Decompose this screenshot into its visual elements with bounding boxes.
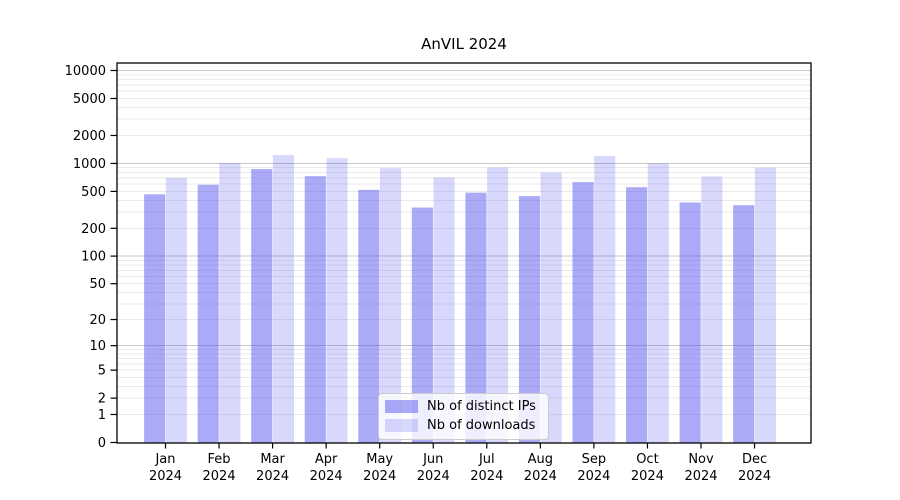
chart-title: AnVIL 2024 <box>421 35 507 53</box>
x-tick-label: Jul 2024 <box>470 452 503 484</box>
legend: Nb of distinct IPs Nb of downloads <box>378 393 549 440</box>
x-tick-labels: Jan 2024 Feb 2024 Mar 2024 Apr 2024 May 2024 Jun 20… <box>149 452 771 484</box>
x-tick-label: Mar 2024 <box>256 452 289 484</box>
y-tick-label: 2000 <box>73 129 106 144</box>
y-tick-label: 2 <box>98 392 106 407</box>
y-tick-label: 10000 <box>65 64 106 79</box>
x-tick-label: Feb 2024 <box>203 452 236 484</box>
bar-downloads-May-2024 <box>380 168 402 443</box>
legend-label-distinct-ips: Nb of distinct IPs <box>427 399 536 414</box>
y-tick-label: 5 <box>98 364 106 379</box>
bar-downloads-Jun-2024 <box>433 177 455 443</box>
y-tick-label: 20 <box>89 313 106 328</box>
x-tick-label: Oct 2024 <box>631 452 664 484</box>
bars-downloads <box>165 155 776 444</box>
bar-downloads-Mar-2024 <box>272 155 294 443</box>
legend-swatch-downloads <box>385 419 418 432</box>
legend-item-downloads: Nb of downloads <box>385 418 540 433</box>
bar-distinct-ips-Sep-2024 <box>572 182 594 443</box>
x-tick-label: Jun 2024 <box>417 452 450 484</box>
bar-distinct-ips-Jun-2024 <box>411 207 433 443</box>
bar-distinct-ips-Jan-2024 <box>144 194 166 443</box>
bars-distinct-ips <box>144 169 755 443</box>
bar-distinct-ips-May-2024 <box>358 189 380 443</box>
bar-distinct-ips-Jul-2024 <box>465 192 487 443</box>
x-tick-marks <box>164 443 756 449</box>
bar-distinct-ips-Apr-2024 <box>304 176 326 443</box>
y-tick-label: 0 <box>98 436 106 451</box>
bar-distinct-ips-Nov-2024 <box>679 202 701 443</box>
legend-label-downloads: Nb of downloads <box>427 418 536 433</box>
bar-downloads-Oct-2024 <box>647 163 669 443</box>
y-tick-label: 10 <box>89 339 106 354</box>
bar-distinct-ips-Oct-2024 <box>626 187 648 443</box>
x-tick-label: Dec 2024 <box>738 452 771 484</box>
bar-downloads-Aug-2024 <box>540 172 562 444</box>
x-tick-label: May 2024 <box>363 452 396 484</box>
x-tick-label: Sep 2024 <box>577 452 610 484</box>
y-tick-label: 200 <box>81 222 106 237</box>
bar-downloads-Apr-2024 <box>326 158 348 444</box>
y-tick-label: 1 <box>98 408 106 423</box>
y-tick-label: 500 <box>81 185 106 200</box>
x-tick-label: Nov 2024 <box>684 452 717 484</box>
bar-downloads-Sep-2024 <box>594 156 616 444</box>
y-tick-label: 50 <box>89 277 106 292</box>
axis-frame <box>116 62 812 444</box>
legend-swatch-distinct-ips <box>385 400 418 413</box>
bar-downloads-Jul-2024 <box>487 167 509 444</box>
bar-distinct-ips-Dec-2024 <box>733 205 755 443</box>
legend-item-distinct-ips: Nb of distinct IPs <box>385 399 540 414</box>
bar-distinct-ips-Mar-2024 <box>251 169 273 443</box>
bar-downloads-Feb-2024 <box>219 162 241 443</box>
x-tick-label: Jan 2024 <box>149 452 182 484</box>
bar-downloads-Jan-2024 <box>165 177 187 444</box>
bar-downloads-Nov-2024 <box>701 176 723 443</box>
y-tick-marks <box>110 69 117 444</box>
bar-downloads-Dec-2024 <box>754 167 776 443</box>
y-tick-labels: 0 12 5 10 20 50 100 200 500 1000 2000 5000 10000 <box>65 64 106 451</box>
y-tick-label: 1000 <box>73 157 106 172</box>
y-tick-label: 5000 <box>73 92 106 107</box>
bar-distinct-ips-Aug-2024 <box>518 196 541 443</box>
x-tick-label: Apr 2024 <box>310 452 343 484</box>
x-tick-label: Aug 2024 <box>524 452 557 484</box>
bar-distinct-ips-Feb-2024 <box>197 184 219 443</box>
y-tick-label: 100 <box>81 250 106 265</box>
